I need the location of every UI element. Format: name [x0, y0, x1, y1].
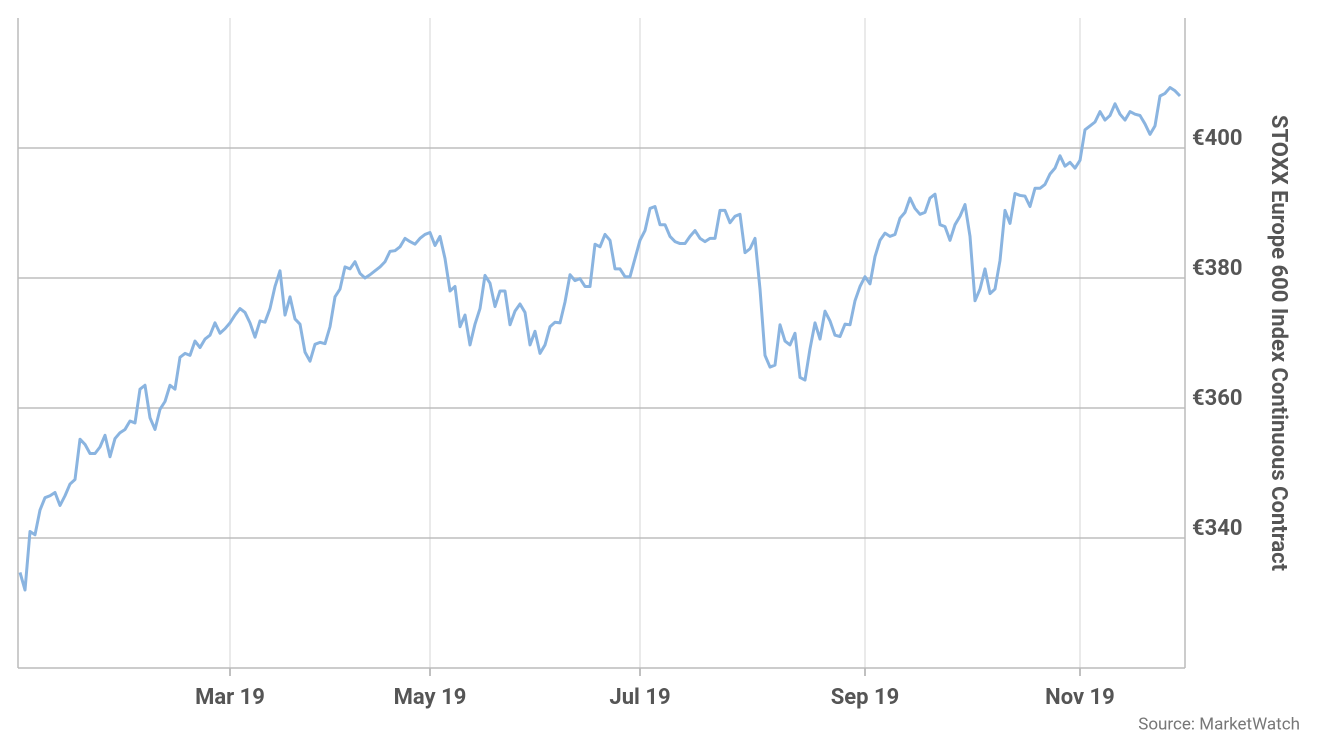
- x-tick-label: Jul 19: [609, 685, 670, 710]
- y-tick-label: €340: [1192, 516, 1243, 541]
- x-tick-label: May 19: [394, 685, 467, 710]
- price-line: [18, 86, 1182, 592]
- y-axis-title: STOXX Europe 600 Index Continuous Contra…: [1266, 115, 1291, 572]
- y-tick-label: €380: [1192, 256, 1243, 281]
- x-tick-label: Sep 19: [831, 685, 900, 710]
- y-tick-label: €400: [1192, 126, 1243, 151]
- x-tick-label: Mar 19: [195, 685, 265, 710]
- x-tick-label: Nov 19: [1045, 685, 1115, 710]
- source: Source: MarketWatch: [1138, 714, 1300, 734]
- y-tick-label: €360: [1192, 386, 1243, 411]
